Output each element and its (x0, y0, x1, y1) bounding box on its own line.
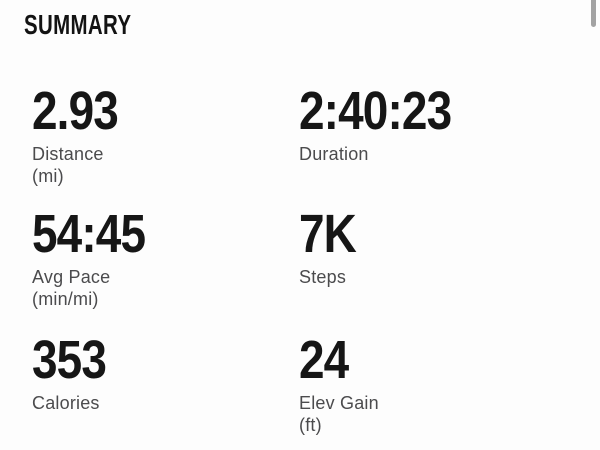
metric-label: Distance (32, 144, 104, 164)
metric-label: Calories (32, 393, 100, 413)
metric-unit: (ft) (299, 415, 322, 435)
metric-value: 2:40:23 (299, 81, 452, 141)
metric-value: 54:45 (32, 204, 146, 264)
metric-value: 24 (299, 330, 349, 390)
metric-elev-gain: 24 Elev Gain (ft) (299, 330, 580, 436)
metric-unit: (mi) (32, 166, 64, 186)
metric-calories: 353 Calories (32, 330, 299, 436)
metric-value: 7K (299, 204, 357, 264)
metric-avg-pace: 54:45 Avg Pace (min/mi) (32, 204, 299, 334)
metric-label: Avg Pace (32, 267, 111, 287)
metric-steps: 7K Steps (299, 204, 580, 334)
scrollbar-thumb[interactable] (591, 0, 596, 27)
metric-unit: (min/mi) (32, 289, 99, 309)
metric-value: 353 (32, 330, 107, 390)
metric-duration: 2:40:23 Duration (299, 81, 580, 208)
metric-label: Duration (299, 144, 369, 164)
metrics-grid: 2.93 Distance (mi) 2:40:23 Duration 54:4… (32, 81, 580, 436)
page-title: SUMMARY (24, 9, 132, 40)
metric-label: Elev Gain (299, 393, 379, 413)
metric-distance: 2.93 Distance (mi) (32, 81, 299, 208)
metric-value: 2.93 (32, 81, 119, 141)
metric-label: Steps (299, 267, 347, 287)
